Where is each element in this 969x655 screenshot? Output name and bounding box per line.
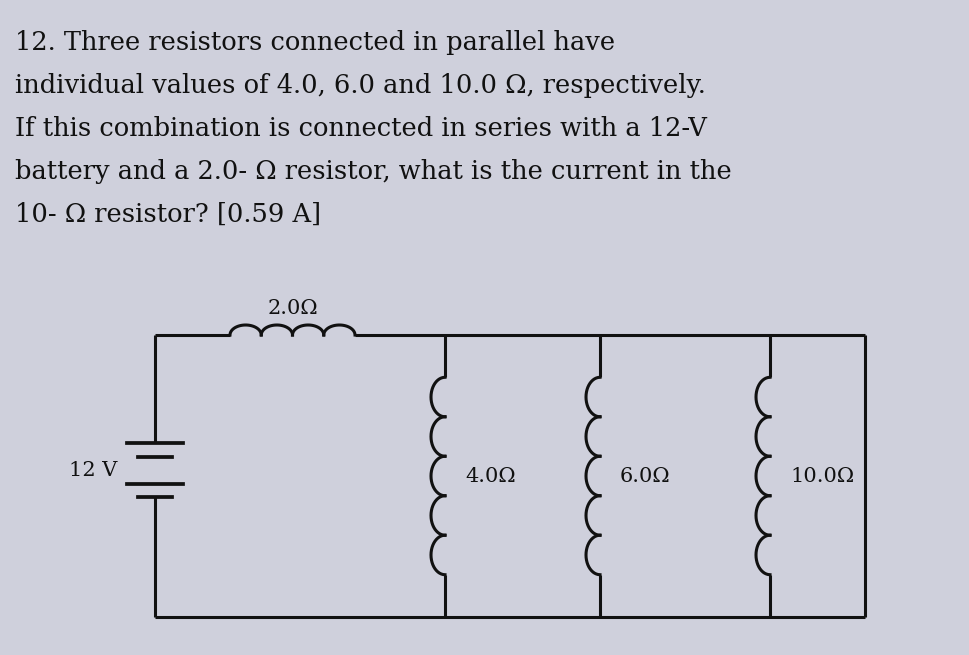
Text: 12 V: 12 V — [69, 460, 117, 479]
Text: individual values of 4.0, 6.0 and 10.0 Ω, respectively.: individual values of 4.0, 6.0 and 10.0 Ω… — [15, 73, 705, 98]
Text: If this combination is connected in series with a 12-V: If this combination is connected in seri… — [15, 116, 706, 141]
Text: battery and a 2.0- Ω resistor, what is the current in the: battery and a 2.0- Ω resistor, what is t… — [15, 159, 732, 184]
Text: 10.0Ω: 10.0Ω — [790, 466, 854, 485]
Text: 6.0Ω: 6.0Ω — [620, 466, 671, 485]
Text: 12. Three resistors connected in parallel have: 12. Three resistors connected in paralle… — [15, 30, 615, 55]
Text: 10- Ω resistor? [0.59 A]: 10- Ω resistor? [0.59 A] — [15, 202, 321, 227]
Text: 2.0Ω: 2.0Ω — [267, 299, 318, 318]
Text: 4.0Ω: 4.0Ω — [465, 466, 516, 485]
